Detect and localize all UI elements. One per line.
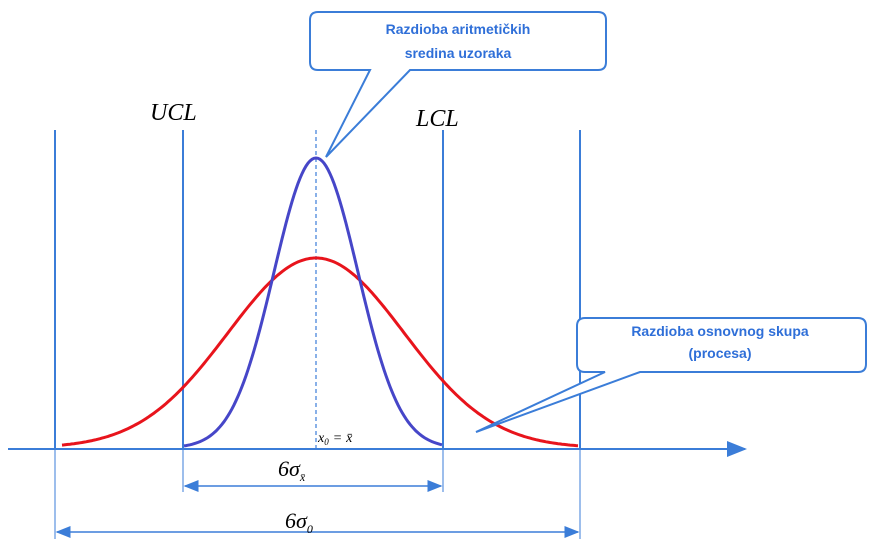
- callout-text: Razdioba osnovnog skupa: [631, 323, 809, 339]
- callout-text: sredina uzoraka: [405, 45, 512, 61]
- width-label: 6σx̄: [278, 456, 306, 484]
- process-curve: [61, 256, 579, 448]
- sub: 0: [324, 437, 329, 447]
- callout-box: [475, 317, 867, 433]
- sym: 6σ: [278, 456, 301, 481]
- eq: =: [333, 431, 342, 446]
- callout: Razdioba aritmetičkih sredina uzoraka: [309, 11, 607, 158]
- rhs: x̄: [345, 431, 353, 446]
- sym: 6σ: [285, 508, 308, 533]
- center-label: x0 = x̄: [317, 431, 353, 447]
- sub: 0: [307, 522, 313, 536]
- limit-lines: [8, 130, 747, 539]
- sub: x̄: [299, 470, 306, 484]
- callout-box: [309, 11, 607, 158]
- sample-curve: [183, 156, 443, 448]
- lcl-label: LCL: [415, 106, 459, 132]
- callout-text: Razdioba aritmetičkih: [386, 21, 531, 37]
- width-label: 6σ0: [285, 508, 313, 536]
- callout: Razdioba osnovnog skupa (procesa): [475, 317, 867, 433]
- sym: x: [317, 431, 325, 446]
- ucl-label: UCL: [150, 100, 197, 126]
- callout-text: (procesa): [688, 345, 751, 361]
